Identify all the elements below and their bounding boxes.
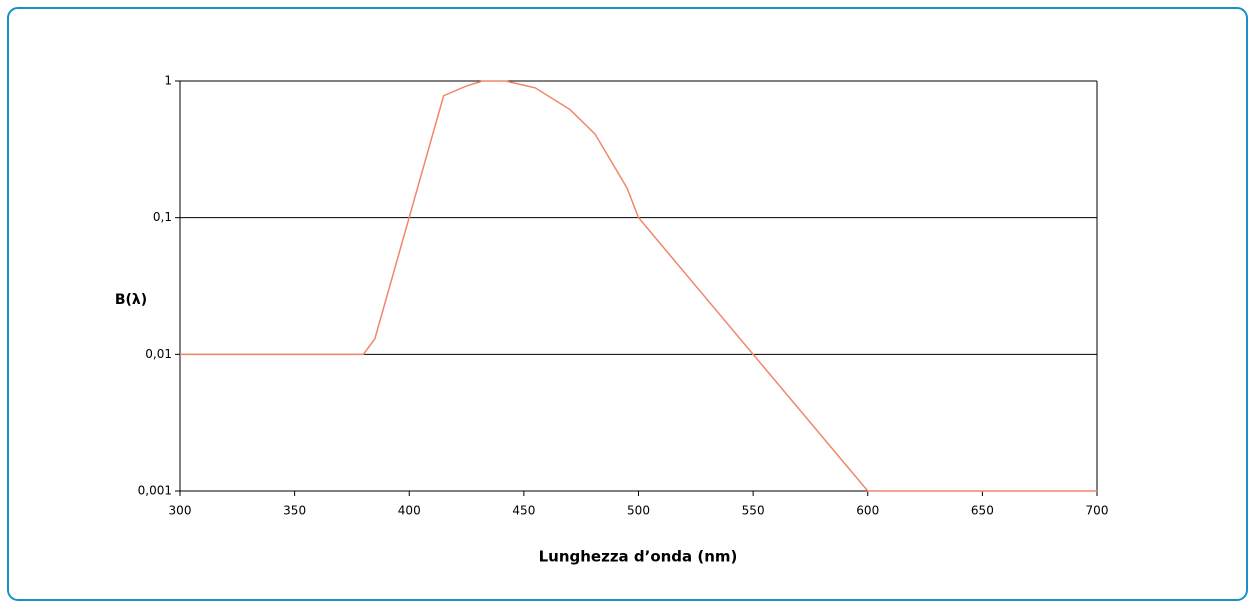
x-tick-label: 600 bbox=[856, 504, 879, 518]
x-tick-label: 450 bbox=[512, 504, 535, 518]
y-tick-label: 0,001 bbox=[138, 484, 172, 498]
y-tick-label: 0,01 bbox=[145, 347, 172, 361]
panel-border bbox=[7, 7, 1248, 601]
y-tick-label: 1 bbox=[164, 74, 172, 88]
data-line bbox=[180, 80, 1097, 492]
x-tick-label: 400 bbox=[398, 504, 421, 518]
x-tick-label: 700 bbox=[1086, 504, 1109, 518]
x-tick-label: 350 bbox=[283, 504, 306, 518]
x-tick-label: 650 bbox=[971, 504, 994, 518]
y-tick-label: 0,1 bbox=[153, 210, 172, 224]
x-axis-label: Lunghezza d’onda (nm) bbox=[539, 548, 738, 566]
x-tick-label: 500 bbox=[627, 504, 650, 518]
y-axis-label: B(λ) bbox=[115, 292, 147, 308]
x-tick-label: 550 bbox=[742, 504, 765, 518]
x-tick-label: 300 bbox=[169, 504, 192, 518]
